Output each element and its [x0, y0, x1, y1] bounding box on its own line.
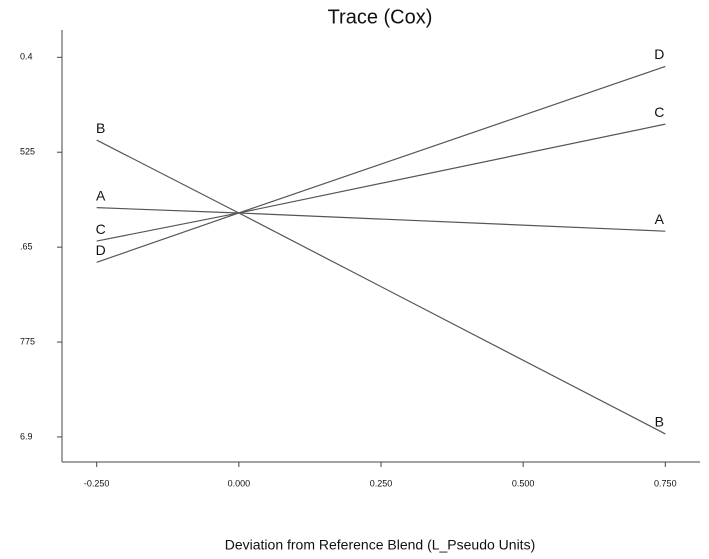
x-tick-label: -0.250 — [84, 478, 110, 488]
series-label: B — [655, 414, 664, 430]
series-label: D — [96, 242, 106, 258]
x-tick-label: 0.000 — [228, 478, 251, 488]
series-label: B — [96, 120, 105, 136]
y-tick-label: 525 — [20, 147, 35, 157]
series-label: C — [654, 104, 664, 120]
series-label: D — [654, 46, 664, 62]
y-tick-label: 0.4 — [20, 52, 33, 62]
x-tick-label: 0.250 — [370, 478, 393, 488]
x-axis-label: Deviation from Reference Blend (L_Pseudo… — [225, 537, 536, 553]
series-label: A — [655, 211, 665, 227]
series-label: C — [96, 221, 106, 237]
series-label: A — [96, 187, 106, 203]
x-tick-label: 0.500 — [512, 478, 535, 488]
trace-line — [96, 139, 666, 435]
y-tick-label: 6.9 — [20, 431, 33, 441]
y-tick-label: .65 — [20, 242, 33, 252]
trace-line — [96, 65, 666, 263]
y-tick-label: 775 — [20, 336, 35, 346]
x-tick-label: 0.750 — [654, 478, 677, 488]
trace-line — [96, 123, 666, 242]
chart-title: Trace (Cox) — [328, 6, 433, 28]
trace-line — [96, 207, 666, 232]
